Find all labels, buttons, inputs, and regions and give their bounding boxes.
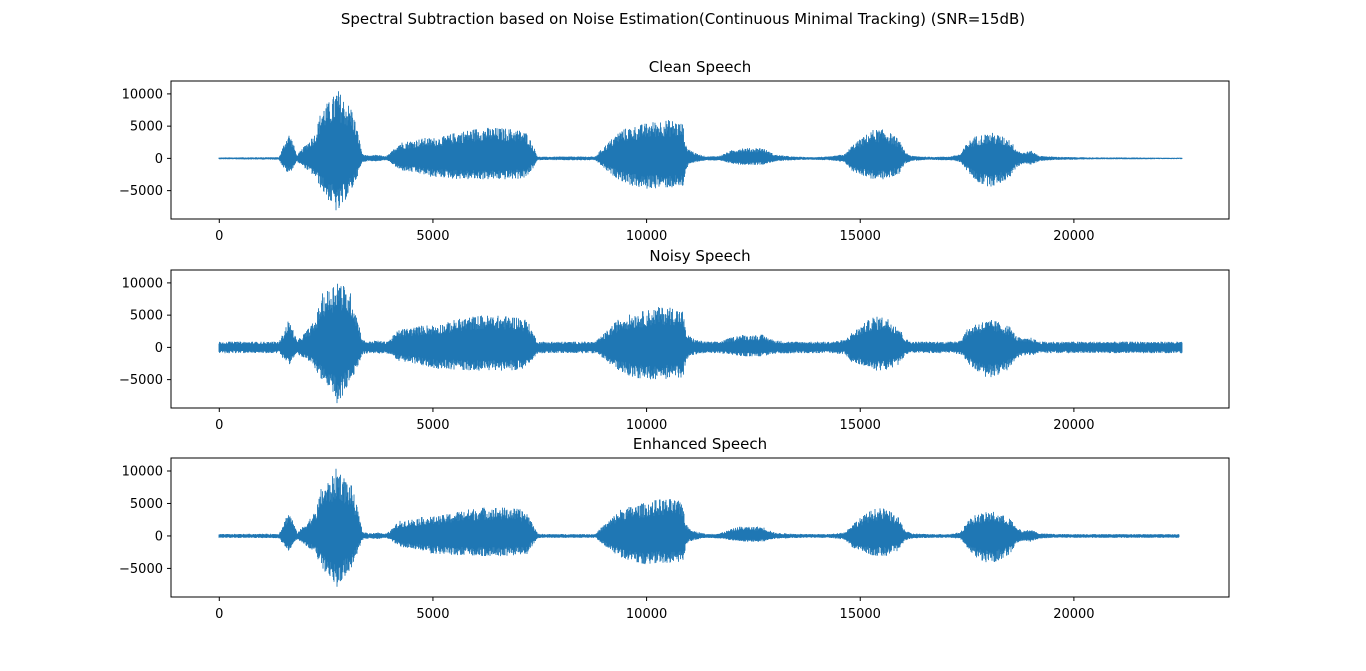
y-tick-label: 0 (155, 341, 163, 356)
waveform-line-noisy-speech (218, 283, 1183, 404)
x-tick-label: 15000 (840, 229, 881, 244)
x-tick-label: 20000 (1053, 229, 1094, 244)
y-tick-label: −5000 (119, 373, 163, 388)
x-tick-label: 20000 (1053, 418, 1094, 433)
waveform-line-enhanced-speech (218, 468, 1180, 587)
y-tick-label: 5000 (130, 497, 163, 512)
x-tick-label: 10000 (626, 607, 667, 622)
y-tick-label: −5000 (119, 184, 163, 199)
subplot-title-enhanced-speech: Enhanced Speech (633, 435, 767, 453)
y-tick-label: 0 (155, 152, 163, 167)
waveform-line-clean-speech (218, 91, 1183, 211)
subplot-title-noisy-speech: Noisy Speech (649, 247, 750, 265)
subplot-title-clean-speech: Clean Speech (649, 58, 752, 76)
subplot-clean-speech: Clean Speech 0 5000 10000 15000 20000 10000 500… (119, 58, 1230, 244)
axes-frame-clean-speech (170, 80, 1230, 220)
y-tick-label: 5000 (130, 309, 163, 324)
x-tick-label: 0 (215, 607, 223, 622)
axes-frame-enhanced-speech (170, 457, 1230, 598)
x-tick-label: 15000 (840, 607, 881, 622)
x-tick-label: 15000 (840, 418, 881, 433)
x-tick-label: 5000 (416, 229, 449, 244)
x-tick-label: 10000 (626, 229, 667, 244)
y-tick-label: 5000 (130, 120, 163, 135)
axes-frame-noisy-speech (170, 269, 1230, 409)
x-tick-label: 0 (215, 418, 223, 433)
x-tick-label: 5000 (416, 607, 449, 622)
x-tick-label: 10000 (626, 418, 667, 433)
y-tick-label: −5000 (119, 562, 163, 577)
x-tick-label: 0 (215, 229, 223, 244)
subplot-enhanced-speech: Enhanced Speech 0 5000 10000 15000 20000 10000… (119, 435, 1230, 622)
y-tick-label: 10000 (122, 276, 163, 291)
y-tick-label: 10000 (122, 87, 163, 102)
y-tick-label: 10000 (122, 464, 163, 479)
x-tick-label: 20000 (1053, 607, 1094, 622)
x-tick-label: 5000 (416, 418, 449, 433)
y-tick-label: 0 (155, 529, 163, 544)
figure-suptitle: Spectral Subtraction based on Noise Esti… (340, 10, 1026, 28)
subplot-noisy-speech: Noisy Speech 0 5000 10000 15000 20000 10000 500… (119, 247, 1230, 433)
